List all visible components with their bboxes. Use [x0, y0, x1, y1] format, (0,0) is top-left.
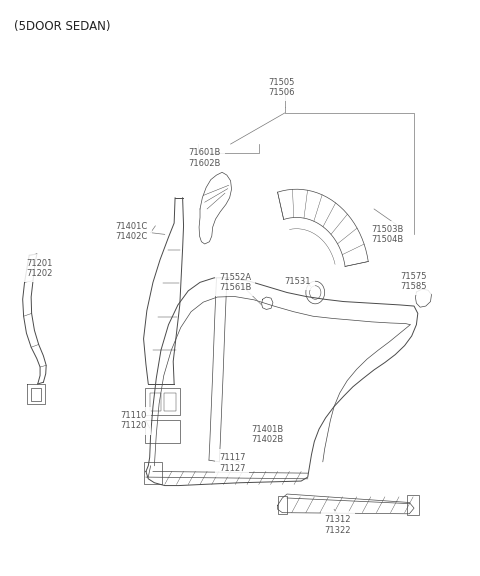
Text: 71531: 71531 — [285, 276, 311, 286]
Text: 71552A
71561B: 71552A 71561B — [219, 272, 251, 292]
Text: 71503B
71504B: 71503B 71504B — [372, 225, 404, 244]
Text: 71601B
71602B: 71601B 71602B — [188, 149, 221, 168]
Text: 71505
71506: 71505 71506 — [268, 78, 295, 97]
Text: 71575
71585: 71575 71585 — [400, 271, 426, 291]
Text: 71312
71322: 71312 71322 — [324, 516, 351, 535]
Text: 71110
71120: 71110 71120 — [120, 411, 146, 430]
Text: 71401C
71402C: 71401C 71402C — [115, 222, 147, 241]
Text: (5DOOR SEDAN): (5DOOR SEDAN) — [14, 20, 111, 33]
Text: 71201
71202: 71201 71202 — [26, 259, 52, 278]
Text: 71401B
71402B: 71401B 71402B — [252, 425, 284, 445]
Text: 71117
71127: 71117 71127 — [219, 453, 245, 473]
